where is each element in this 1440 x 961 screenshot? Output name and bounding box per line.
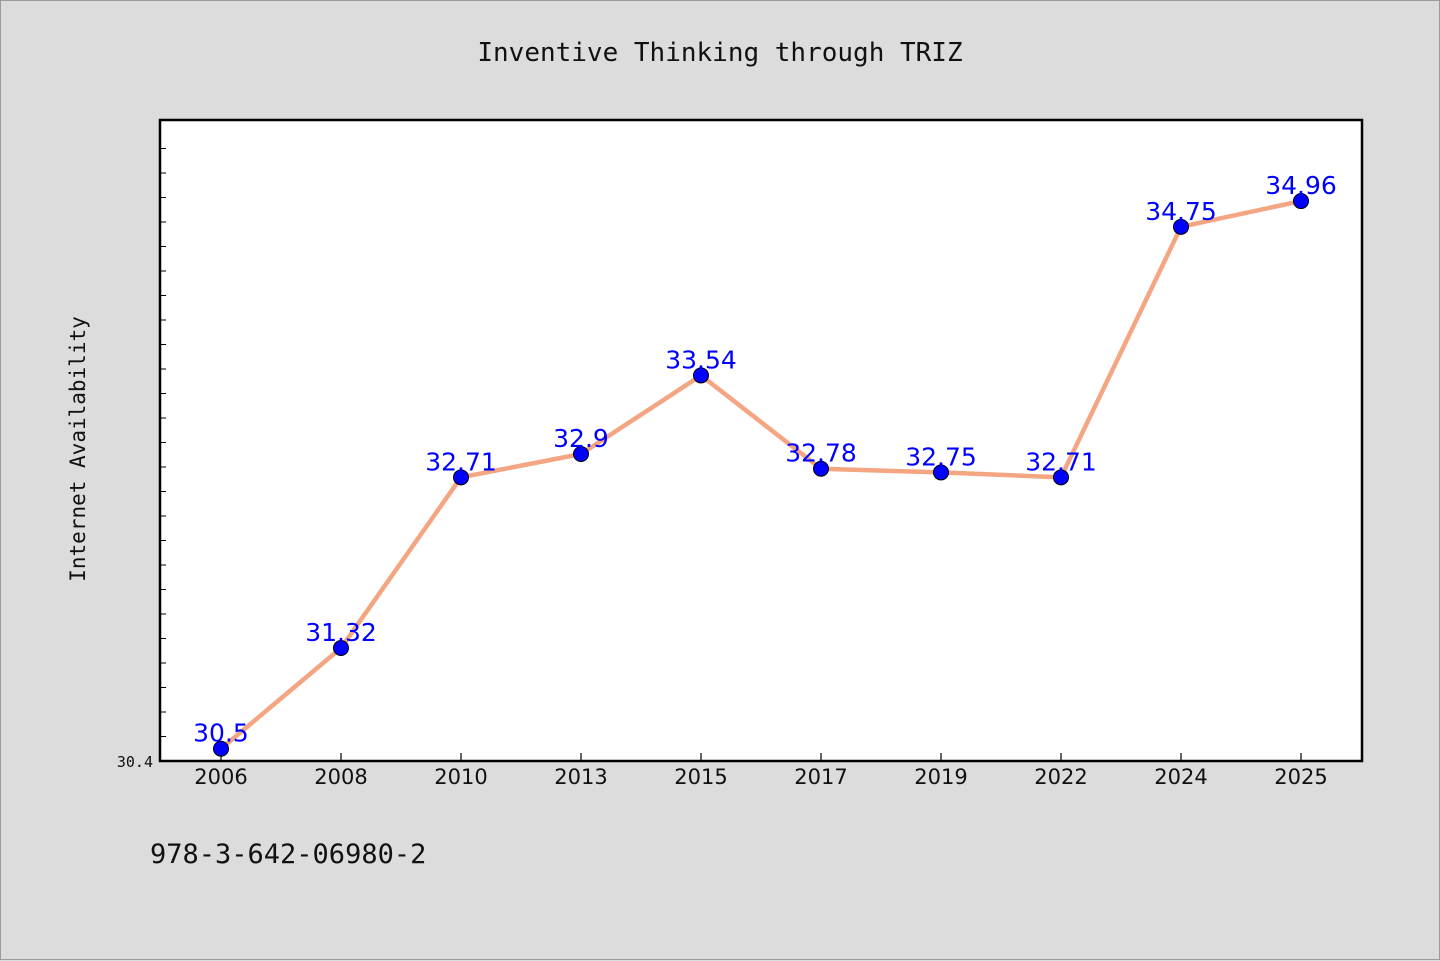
y-tick-label: 30.4 xyxy=(117,753,153,771)
plot-area xyxy=(158,118,1364,763)
x-tick-label: 2017 xyxy=(794,765,847,789)
data-point xyxy=(1293,193,1309,210)
data-label: 32.9 xyxy=(553,424,609,453)
data-point xyxy=(1053,469,1069,486)
x-tick-label: 2024 xyxy=(1154,765,1207,789)
x-axis-tick-labels: 2006 2008 2010 2013 2015 2017 2019 2022 2024 2025 xyxy=(194,765,1327,789)
data-label: 32.75 xyxy=(905,442,977,471)
data-label: 34.75 xyxy=(1145,197,1217,226)
x-tick-label: 2022 xyxy=(1034,765,1087,789)
data-point xyxy=(213,740,229,757)
data-label: 32.78 xyxy=(785,439,857,468)
data-point xyxy=(453,469,469,486)
data-point xyxy=(693,367,709,384)
data-label: 31.32 xyxy=(305,618,377,647)
x-tick-label: 2013 xyxy=(554,765,607,789)
series-line xyxy=(219,198,1302,751)
x-tick-label: 2006 xyxy=(194,765,247,789)
data-point xyxy=(573,446,589,463)
data-point xyxy=(933,464,949,481)
data-label: 32.71 xyxy=(425,447,497,476)
isbn-text: 978-3-642-06980-2 xyxy=(150,839,426,870)
series-group: 30.5 31.32 32.71 32.9 33.54 32.78 32.75 32.71 34… xyxy=(193,171,1337,757)
x-tick-label: 2025 xyxy=(1274,765,1327,789)
x-tick-label: 2015 xyxy=(674,765,727,789)
x-tick-label: 2010 xyxy=(434,765,487,789)
x-tick-label: 2019 xyxy=(914,765,967,789)
data-point xyxy=(813,460,829,477)
x-tick-label: 2008 xyxy=(314,765,367,789)
chart-title: Inventive Thinking through TRIZ xyxy=(477,38,962,68)
data-point xyxy=(333,640,349,657)
data-label: 32.71 xyxy=(1025,447,1097,476)
y-axis-ticks xyxy=(160,148,166,737)
data-label: 33.54 xyxy=(665,345,737,374)
data-label: 30.5 xyxy=(193,719,249,748)
data-label: 34.96 xyxy=(1265,171,1337,200)
y-axis-label: Internet Availability xyxy=(66,316,90,582)
data-point xyxy=(1173,218,1189,235)
y-axis-tick-labels: 30.4 xyxy=(117,753,153,771)
